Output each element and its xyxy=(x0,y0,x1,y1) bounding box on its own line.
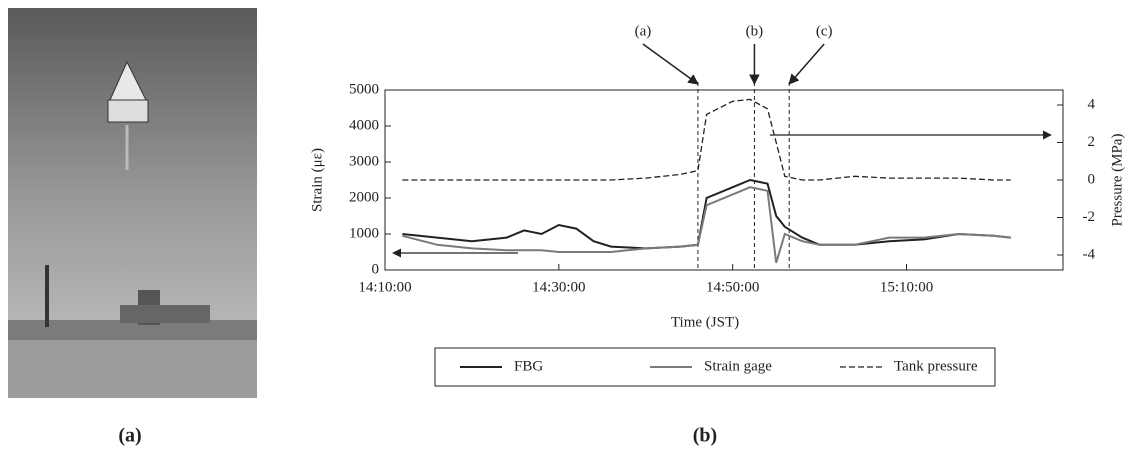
legend-label: Tank pressure xyxy=(894,358,978,374)
y-axis-title: Strain (με) xyxy=(309,148,325,212)
y-tick-label: 0 xyxy=(372,261,380,277)
x-tick-label: 15:10:00 xyxy=(880,279,933,295)
series-line xyxy=(402,178,1011,250)
y2-tick-label: 2 xyxy=(1088,134,1096,150)
y-tick-label: 5000 xyxy=(349,81,379,97)
y-tick-label: 1000 xyxy=(349,225,379,241)
legend-label: FBG xyxy=(514,358,543,374)
x-axis-title: Time (JST) xyxy=(671,314,739,330)
legend-label: Strain gage xyxy=(704,358,772,374)
annotation-label: (c) xyxy=(816,23,833,39)
annotation-label: (b) xyxy=(746,23,764,39)
y-tick-label: 4000 xyxy=(349,117,379,133)
legend xyxy=(434,347,996,387)
series-line xyxy=(402,98,1011,181)
annotation-arrow xyxy=(788,43,825,85)
y-tick-label: 2000 xyxy=(349,189,379,205)
annotation-label: (a) xyxy=(635,23,652,39)
y2-axis-title: Pressure (MPa) xyxy=(1109,134,1125,227)
y-tick-label: 3000 xyxy=(349,153,379,169)
x-tick-label: 14:10:00 xyxy=(358,279,411,295)
y2-tick-label: -4 xyxy=(1083,246,1096,262)
annotation-arrow xyxy=(642,43,699,85)
panel-label: (b) xyxy=(693,425,717,447)
y2-tick-label: 4 xyxy=(1088,96,1096,112)
photo xyxy=(8,8,257,398)
series-line xyxy=(402,186,1011,264)
panel-label: (a) xyxy=(118,425,141,447)
y2-tick-label: -2 xyxy=(1083,209,1096,225)
x-tick-label: 14:30:00 xyxy=(532,279,585,295)
x-tick-label: 14:50:00 xyxy=(706,279,759,295)
y2-tick-label: 0 xyxy=(1088,171,1096,187)
